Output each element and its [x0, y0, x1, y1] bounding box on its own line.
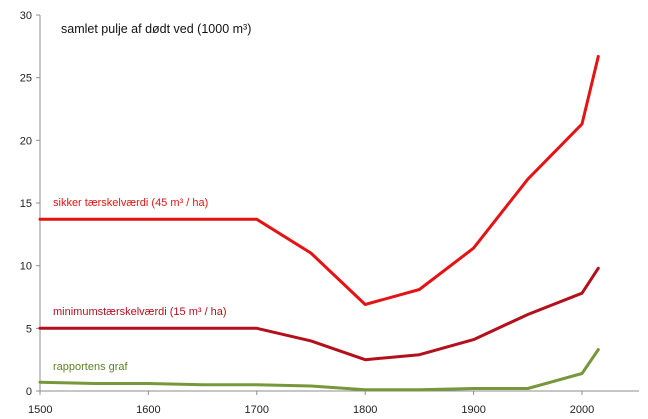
series-label-sikker: sikker tærskelværdi (45 m³ / ha)	[53, 197, 208, 209]
series-line-0	[38, 54, 600, 306]
series-line-2	[38, 348, 600, 392]
y-tick-label: 25	[20, 73, 32, 85]
y-tick-label: 30	[20, 10, 32, 22]
x-tick-label: 1800	[353, 404, 377, 416]
axes: 0 5 10 15 20 25 30 1500 1600 1700 1800 1900 2000	[20, 10, 639, 416]
y-tick-label: 5	[26, 323, 32, 335]
y-tick-label: 10	[20, 261, 32, 273]
series-label-minimum: minimumstærskelværdi (15 m³ / ha)	[53, 306, 227, 318]
chart-title: samlet pulje af dødt ved (1000 m³)	[61, 22, 251, 36]
series-layer	[38, 54, 600, 392]
text-layer: samlet pulje af dødt ved (1000 m³) sikke…	[53, 22, 251, 373]
series-label-rapport: rapportens graf	[53, 361, 129, 373]
x-tick-label: 2000	[570, 404, 594, 416]
y-tick-label: 0	[26, 386, 32, 398]
x-tick-label: 1500	[28, 404, 52, 416]
y-tick-label: 20	[20, 135, 32, 147]
x-tick-label: 1700	[245, 404, 269, 416]
y-tick-label: 15	[20, 198, 32, 210]
series-line-1	[38, 266, 600, 362]
x-tick-label: 1900	[461, 404, 485, 416]
x-tick-label: 1600	[136, 404, 160, 416]
